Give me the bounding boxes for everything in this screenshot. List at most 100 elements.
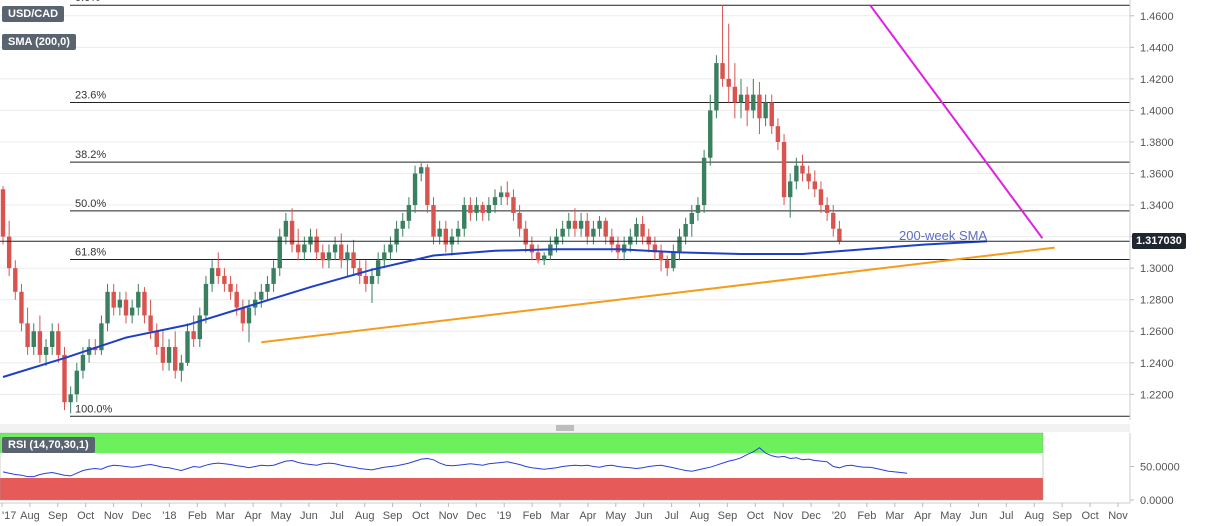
- candle-body: [701, 157, 707, 206]
- candle-body: [68, 394, 73, 403]
- sma-200-line: [2, 240, 988, 378]
- candle-body: [554, 236, 559, 245]
- candle-body: [689, 212, 694, 224]
- price-tick-label: 1.4200: [1140, 74, 1174, 86]
- candle-body: [443, 228, 448, 245]
- candle-body: [222, 276, 227, 284]
- price-tick-label: 1.2800: [1140, 295, 1174, 307]
- time-tick-label: Nov: [1108, 510, 1128, 522]
- price-tick-label: 1.2600: [1140, 326, 1174, 338]
- candle-body: [166, 347, 172, 363]
- time-tick-label: Jun: [635, 510, 653, 522]
- candle-body: [757, 94, 762, 119]
- candle-body: [412, 173, 418, 206]
- candle-body: [677, 236, 682, 253]
- time-tick-label: Mar: [216, 510, 235, 522]
- candle-body: [652, 244, 658, 253]
- time-tick-label: Oct: [412, 510, 429, 522]
- time-tick-label: Sep: [718, 510, 738, 522]
- candle-body: [609, 236, 615, 245]
- time-tick-label: Oct: [747, 510, 764, 522]
- candle-body: [209, 268, 215, 284]
- candle-body: [640, 223, 645, 237]
- candle-body: [0, 189, 6, 237]
- candle-body: [179, 362, 184, 371]
- candle-body: [775, 126, 781, 142]
- candle-body: [86, 347, 92, 355]
- candle-body: [80, 354, 86, 371]
- candle-body: [191, 331, 196, 340]
- candle-body: [99, 323, 104, 351]
- candle-body: [831, 212, 836, 229]
- sma-annotation: 200-week SMA: [899, 228, 987, 243]
- candle-body: [43, 347, 49, 355]
- candle-body: [123, 299, 129, 316]
- candle-body: [517, 212, 522, 229]
- candle-body: [173, 347, 178, 371]
- candle-body: [62, 354, 67, 403]
- time-tick-label: May: [271, 510, 292, 522]
- time-tick-label: Nov: [104, 510, 124, 522]
- time-tick-label: Jul: [999, 510, 1013, 522]
- time-tick-label: Aug: [690, 510, 710, 522]
- candle-body: [824, 205, 830, 213]
- candle-body: [234, 291, 239, 308]
- candle-body: [665, 260, 670, 269]
- time-tick-label: Aug: [355, 510, 375, 522]
- candle-body: [142, 291, 147, 316]
- price-tick-label: 1.2400: [1140, 358, 1174, 370]
- candle-body: [763, 102, 768, 119]
- time-tick-label: Sep: [48, 510, 68, 522]
- candle-body: [480, 205, 485, 213]
- candle-body: [31, 331, 36, 348]
- time-tick-label: Jul: [330, 510, 344, 522]
- candle-body: [578, 220, 584, 229]
- candle-body: [363, 276, 369, 284]
- time-tick-label: Nov: [439, 510, 459, 522]
- candle-body: [6, 236, 12, 269]
- candle-body: [818, 189, 824, 206]
- time-tick-label: Dec: [132, 510, 152, 522]
- candle-body: [345, 252, 350, 261]
- rsi-axis: 50.0000 0.0000: [1130, 462, 1180, 507]
- candle-body: [492, 197, 498, 206]
- candle-body: [339, 244, 344, 261]
- time-tick-label: Feb: [523, 510, 542, 522]
- candle-body: [289, 220, 295, 245]
- candle-body: [117, 299, 123, 308]
- candle-body: [732, 86, 738, 103]
- candle-body: [259, 291, 264, 300]
- time-tick-label: Mar: [885, 510, 904, 522]
- candle-body: [308, 236, 313, 245]
- time-tick-label: Feb: [188, 510, 207, 522]
- candle-body: [714, 63, 719, 111]
- candle-body: [486, 205, 492, 213]
- candle-body: [185, 331, 190, 363]
- rsi-oversold-zone: [0, 478, 1043, 500]
- rsi-zone-border: [0, 432, 1044, 501]
- time-tick-label: '20: [832, 510, 846, 522]
- splitter-grip-icon[interactable]: [556, 425, 574, 431]
- sma-legend-badge[interactable]: SMA (200,0): [2, 34, 76, 50]
- rsi-legend-badge[interactable]: RSI (14,70,30,1): [2, 437, 95, 453]
- time-tick-label: Nov: [773, 510, 793, 522]
- symbol-legend-badge[interactable]: USD/CAD: [2, 6, 65, 22]
- time-tick-label: Dec: [467, 510, 487, 522]
- candle-body: [628, 236, 633, 245]
- candle-body: [505, 192, 510, 198]
- candle-body: [812, 181, 817, 190]
- candle-body: [228, 283, 233, 292]
- candle-body: [19, 291, 24, 324]
- candle-body: [738, 94, 744, 103]
- candle-body: [388, 244, 393, 253]
- time-tick-label: Oct: [77, 510, 94, 522]
- candle-body: [50, 331, 55, 348]
- candle-body: [744, 94, 750, 111]
- candle-body: [74, 370, 79, 395]
- candle-body: [603, 220, 608, 237]
- fib-level-label: 61.8%: [75, 246, 106, 258]
- fib-level-label: 23.6%: [75, 90, 106, 102]
- time-tick-label: Dec: [801, 510, 821, 522]
- candle-body: [658, 252, 664, 261]
